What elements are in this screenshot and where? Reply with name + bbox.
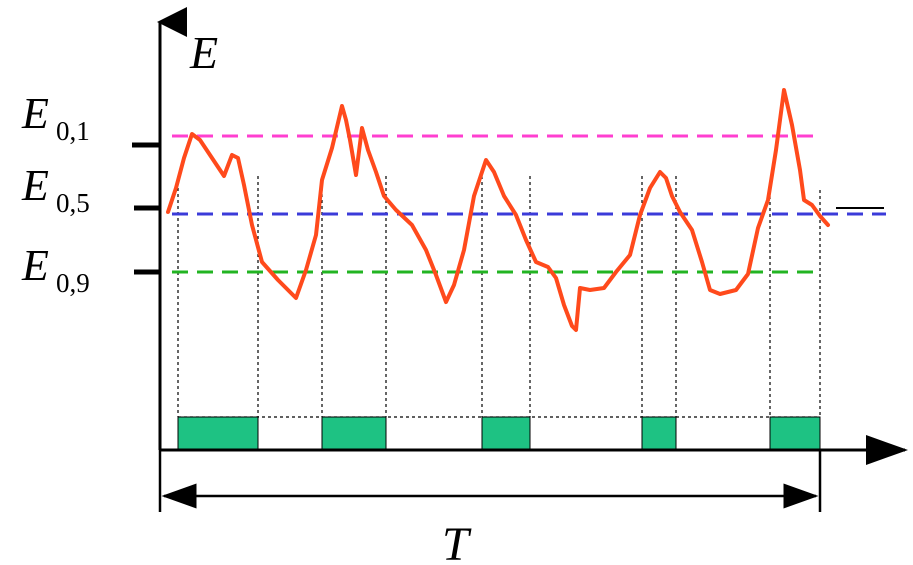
y-axis-label: E [189,27,218,78]
exceedance-segment [321,416,387,451]
exceedance-segment [177,416,259,451]
exceedance-segment [641,416,677,451]
svg-text:0,9: 0,9 [56,268,90,298]
threshold-crossing-projections [177,176,821,417]
exceedance-segments [177,416,821,451]
svg-text:E: E [21,161,49,210]
level-label-e01: E 0,1 [21,89,90,146]
svg-text:0,1: 0,1 [56,116,90,146]
span-label: T [442,518,472,565]
level-label-e05: E 0,5 [21,161,90,218]
svg-text:0,5: 0,5 [56,188,90,218]
signal-curve [166,88,830,332]
exceedance-segment [481,416,531,451]
svg-text:E: E [21,241,49,290]
svg-text:E: E [21,89,49,138]
exceedance-segment [769,416,821,451]
level-label-e09: E 0,9 [21,241,90,298]
